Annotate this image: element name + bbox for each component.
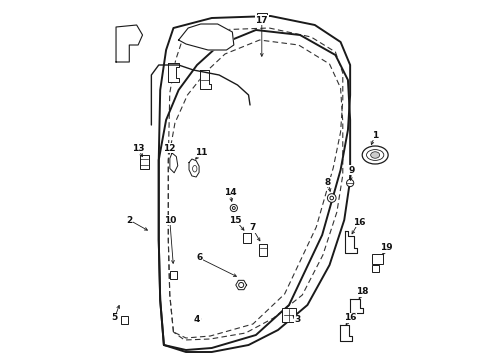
Bar [139, 155, 148, 169]
Bar [259, 244, 266, 256]
Ellipse shape [192, 166, 197, 172]
Bar [170, 271, 176, 279]
Polygon shape [200, 70, 210, 89]
Text: 19: 19 [379, 243, 392, 252]
Text: 2: 2 [126, 216, 132, 225]
Text: 16: 16 [352, 217, 365, 226]
Bar [243, 233, 250, 243]
Bar [371, 254, 383, 264]
Text: 15: 15 [228, 216, 241, 225]
Circle shape [327, 194, 335, 202]
Bar [256, 13, 266, 21]
Text: 7: 7 [248, 224, 255, 233]
Text: 9: 9 [348, 166, 354, 175]
Bar [121, 316, 128, 324]
Text: 12: 12 [163, 144, 176, 153]
Polygon shape [189, 159, 199, 177]
Circle shape [232, 207, 235, 210]
Text: 1: 1 [371, 131, 378, 140]
Circle shape [238, 283, 243, 288]
Circle shape [346, 179, 353, 186]
Text: 3: 3 [293, 315, 300, 324]
Polygon shape [116, 25, 142, 62]
Polygon shape [168, 63, 178, 82]
Text: 14: 14 [224, 188, 236, 197]
Bar [371, 265, 378, 273]
Circle shape [329, 196, 333, 200]
Text: 11: 11 [195, 148, 207, 157]
Text: 18: 18 [356, 288, 368, 297]
Text: 5: 5 [111, 314, 118, 323]
Ellipse shape [366, 150, 383, 161]
Text: 10: 10 [163, 216, 176, 225]
Text: 16: 16 [343, 314, 356, 323]
Ellipse shape [362, 146, 387, 164]
Polygon shape [339, 325, 351, 341]
Bar [282, 308, 295, 322]
Polygon shape [169, 153, 178, 173]
Ellipse shape [370, 152, 379, 158]
Polygon shape [349, 298, 363, 313]
Circle shape [230, 204, 237, 212]
Text: 17: 17 [255, 15, 267, 24]
Text: 8: 8 [324, 177, 330, 186]
Polygon shape [345, 231, 356, 253]
Text: 6: 6 [196, 253, 202, 262]
Text: 13: 13 [132, 144, 144, 153]
Polygon shape [178, 24, 233, 50]
Text: 4: 4 [193, 315, 200, 324]
Polygon shape [235, 280, 246, 290]
